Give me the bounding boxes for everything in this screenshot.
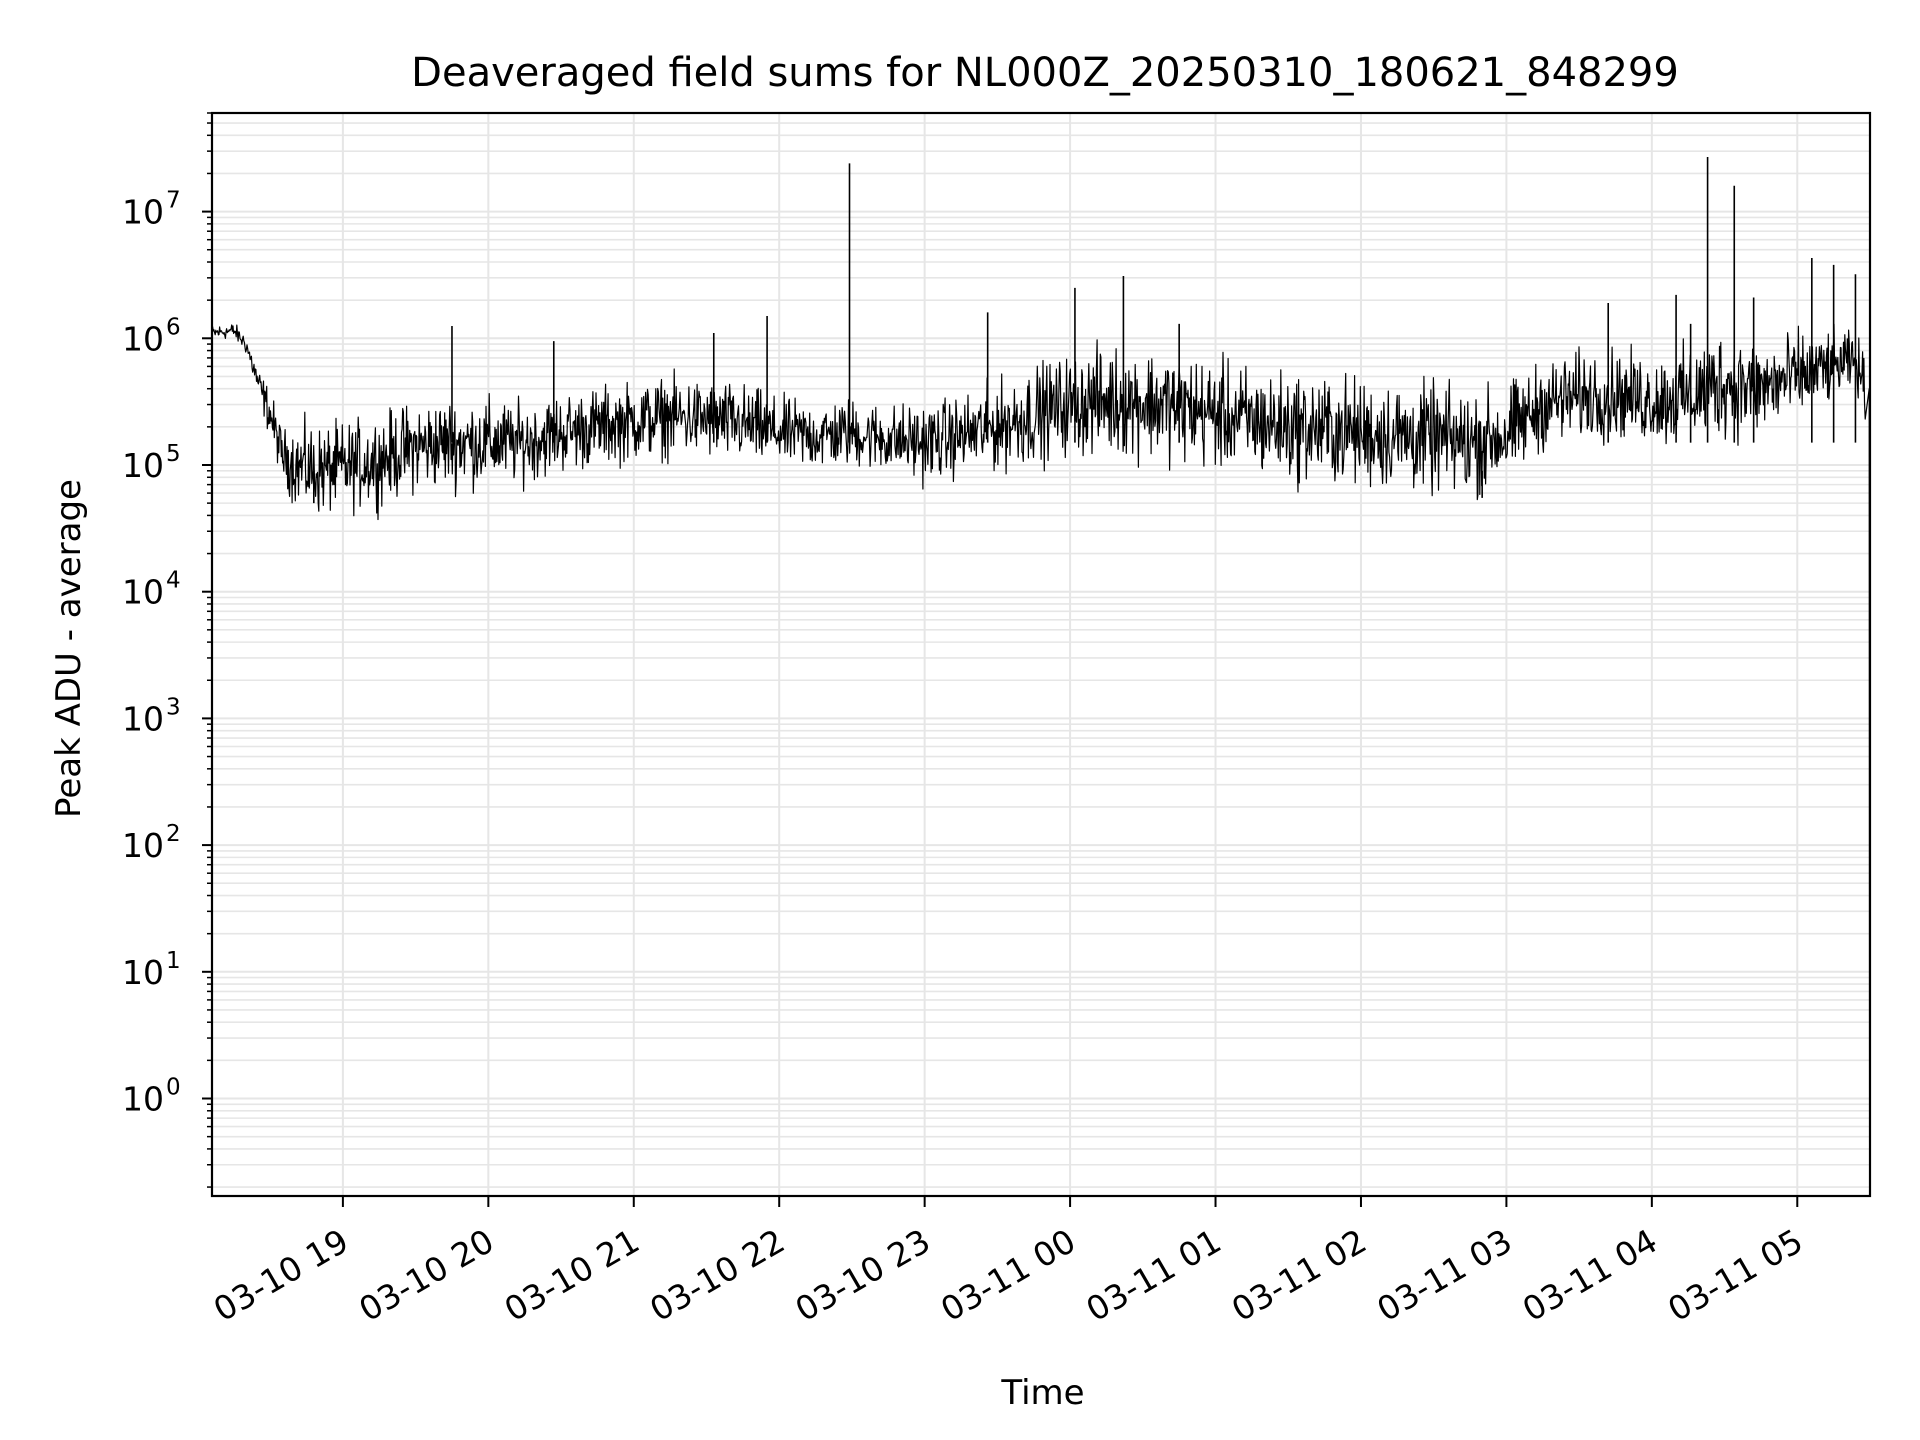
chart-title: Deaveraged field sums for NL000Z_2025031… (411, 50, 1679, 96)
plot-frame (210, 111, 1872, 1198)
y-tick-label: 10 (122, 319, 164, 358)
y-tick-exponent: 1 (166, 948, 181, 974)
y-tick-label: 10 (122, 193, 164, 232)
y-axis-label: Peak ADU - average (49, 479, 89, 818)
y-tick-label: 10 (122, 953, 164, 992)
y-tick-exponent: 4 (166, 568, 181, 594)
y-tick-exponent: 3 (166, 694, 181, 720)
y-tick-label: 10 (122, 699, 164, 738)
y-tick-label: 10 (122, 446, 164, 485)
grid-lines (212, 112, 1870, 1196)
y-tick-exponent: 7 (166, 188, 181, 214)
plot-data (211, 156, 1871, 1143)
x-axis-label: Time (1000, 1373, 1084, 1413)
y-tick-exponent: 5 (166, 441, 181, 467)
y-tick-label: 10 (122, 826, 164, 865)
y-tick-exponent: 6 (166, 314, 181, 340)
series-line (211, 323, 1871, 1143)
y-tick-exponent: 0 (166, 1074, 181, 1100)
y-tick-label: 10 (122, 573, 164, 612)
y-tick-label: 10 (122, 1079, 164, 1118)
y-tick-exponent: 2 (166, 821, 181, 847)
